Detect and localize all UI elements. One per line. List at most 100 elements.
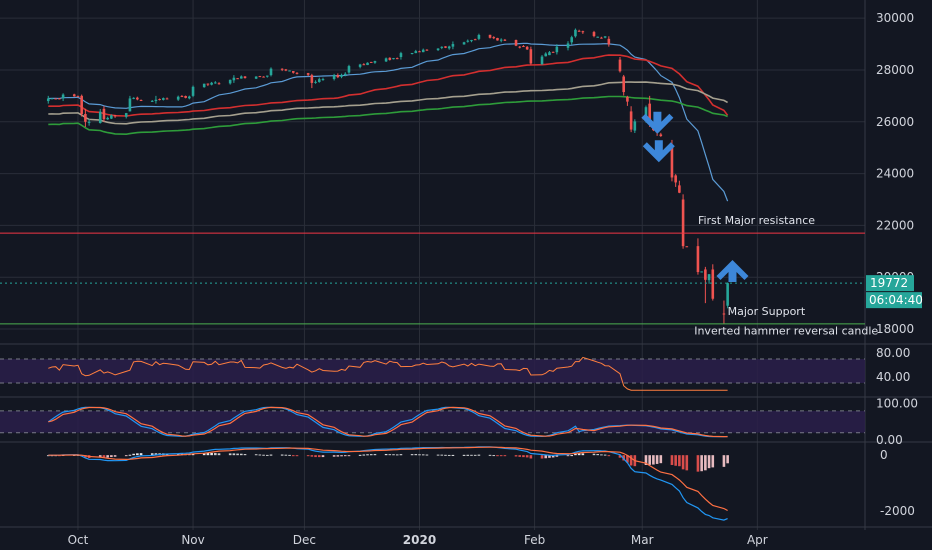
macd-histogram-bar bbox=[607, 455, 611, 457]
macd-histogram-bar bbox=[150, 453, 154, 456]
candle-body bbox=[232, 77, 236, 81]
macd-histogram-bar bbox=[466, 454, 470, 456]
price-tick-label: 22000 bbox=[876, 218, 914, 232]
time-tick-label: Oct bbox=[68, 533, 89, 547]
candle-body bbox=[191, 86, 195, 96]
candle-body bbox=[80, 95, 83, 114]
moving-averages bbox=[48, 42, 729, 202]
macd-histogram-bar bbox=[440, 454, 444, 456]
stoch-tick-label: 0.00 bbox=[876, 433, 903, 447]
candle-body bbox=[522, 46, 525, 48]
candle-body bbox=[87, 121, 91, 123]
candle-body bbox=[592, 32, 596, 37]
macd-histogram-bar bbox=[529, 455, 533, 459]
candle-body bbox=[110, 115, 113, 119]
candle-body bbox=[525, 46, 529, 50]
candle-body bbox=[681, 199, 685, 247]
stoch-tick-label: 100.00 bbox=[876, 397, 918, 411]
candle-body bbox=[102, 108, 106, 120]
macd-histogram-bar bbox=[444, 454, 447, 456]
macd-histogram-bar bbox=[603, 454, 607, 456]
macd-histogram-bar bbox=[700, 455, 703, 472]
candle-body bbox=[188, 96, 191, 99]
macd-histogram-bar bbox=[310, 455, 314, 457]
macd-histogram-bar bbox=[600, 454, 603, 456]
candle-body bbox=[674, 175, 677, 183]
macd-histogram-bar bbox=[622, 455, 625, 461]
macd-histogram-bar bbox=[544, 455, 548, 459]
candle-body bbox=[128, 98, 132, 112]
candle-body bbox=[451, 44, 455, 47]
candle-body bbox=[544, 53, 548, 57]
macd-histogram-bar bbox=[570, 455, 574, 457]
macd-histogram-bar bbox=[518, 455, 522, 457]
candle-body bbox=[332, 74, 336, 79]
macd-histogram-bar bbox=[499, 455, 503, 457]
annotations: First Major resistance Major Support Inver… bbox=[694, 214, 878, 338]
stoch-band bbox=[0, 410, 865, 433]
candle-body bbox=[678, 185, 681, 193]
macd-histogram-bar bbox=[113, 455, 117, 457]
candle-body bbox=[704, 269, 707, 280]
candle-body bbox=[514, 40, 518, 46]
candle-body bbox=[180, 96, 184, 98]
candle-body bbox=[132, 97, 135, 99]
macd-histogram-bar bbox=[343, 455, 347, 457]
candle-body bbox=[340, 75, 343, 77]
macd-histogram-bar bbox=[503, 455, 507, 457]
candle-body bbox=[58, 98, 61, 100]
last-price-label: 19772 bbox=[870, 276, 908, 290]
annotation-label: Inverted hammer reversal candle bbox=[694, 325, 878, 338]
macd-histogram-bar bbox=[395, 454, 399, 456]
macd-histogram-bar bbox=[347, 455, 351, 457]
macd-histogram-bar bbox=[496, 455, 499, 457]
rsi-band bbox=[0, 359, 865, 383]
candle-body bbox=[202, 83, 206, 88]
candle-body bbox=[124, 113, 128, 117]
countdown-label: 06:04:40 bbox=[869, 293, 923, 307]
stoch-d-line bbox=[48, 406, 728, 438]
candle-body bbox=[265, 75, 269, 77]
macd-histogram-bar bbox=[652, 455, 655, 465]
candle-body bbox=[210, 82, 213, 85]
candle-body bbox=[366, 62, 369, 66]
candle-body bbox=[436, 48, 440, 51]
candle-body bbox=[607, 38, 611, 45]
countdown-badge bbox=[866, 292, 922, 309]
candle-body bbox=[240, 76, 243, 79]
candle-body bbox=[61, 94, 65, 99]
ma-100-line bbox=[48, 81, 728, 125]
candle-body bbox=[622, 76, 625, 93]
macd-histogram-bar bbox=[685, 455, 689, 471]
candle-body bbox=[670, 147, 674, 178]
macd-histogram-bar bbox=[366, 454, 369, 456]
candle-body bbox=[395, 58, 399, 60]
candle-body bbox=[629, 111, 633, 130]
macd-histogram-bar bbox=[421, 454, 425, 456]
macd-histogram-bar bbox=[280, 454, 284, 456]
macd-histogram-bar bbox=[332, 455, 336, 457]
arrow-up-icon bbox=[716, 260, 749, 283]
candle-body bbox=[392, 58, 395, 60]
macd-histogram-bar bbox=[176, 453, 180, 456]
macd-histogram-bar bbox=[46, 455, 50, 457]
macd-histogram-bar bbox=[321, 455, 325, 458]
price-tick-label: 24000 bbox=[876, 167, 914, 181]
macd-histogram-bar bbox=[451, 454, 455, 456]
candle-body bbox=[462, 42, 466, 45]
macd-histogram-bar bbox=[154, 453, 158, 456]
candle-body bbox=[566, 43, 570, 48]
macd-histogram-bar bbox=[477, 454, 481, 456]
candle-body bbox=[113, 115, 117, 117]
candle-body bbox=[499, 39, 503, 41]
macd-histogram-bar bbox=[288, 454, 291, 456]
candle-body bbox=[362, 64, 366, 66]
candle-body bbox=[466, 40, 470, 42]
macd-histogram-bar bbox=[707, 455, 711, 469]
candles bbox=[46, 28, 729, 324]
macd-histogram-bar bbox=[362, 454, 366, 456]
candle-body bbox=[184, 96, 187, 98]
macd-histogram-bar bbox=[618, 455, 622, 458]
macd-histogram-bar bbox=[722, 455, 726, 467]
